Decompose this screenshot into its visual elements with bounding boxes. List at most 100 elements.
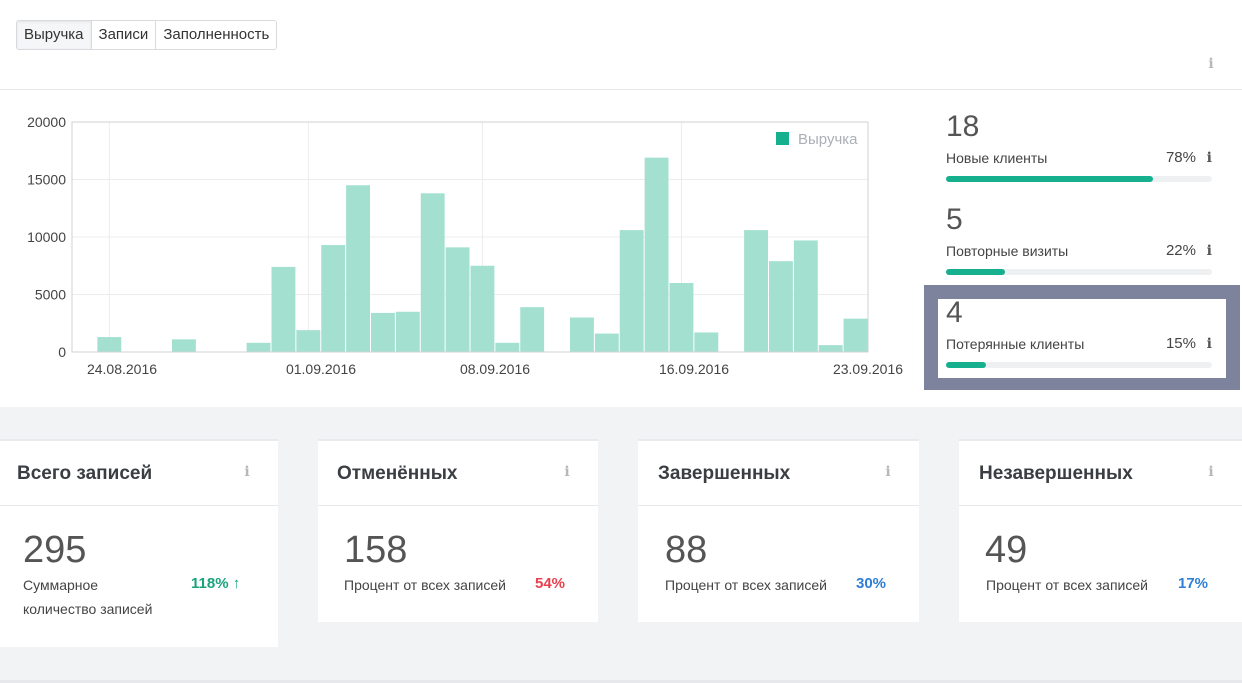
bar	[744, 230, 768, 352]
plot-frame	[71, 121, 869, 353]
progress-fill	[946, 362, 986, 368]
bar	[420, 193, 445, 352]
bar	[669, 283, 694, 352]
info-icon[interactable]: i	[564, 464, 570, 480]
card-value: 295	[23, 529, 87, 571]
arrow-up-icon: ↑	[232, 575, 241, 592]
card-header: Незавершенных i	[959, 441, 1242, 506]
stat-label: Потерянные клиенты	[946, 336, 1085, 352]
card-value: 88	[665, 529, 708, 571]
card-completed: Завершенных i 88 Процент от всех записей…	[638, 441, 919, 622]
card-subtitle-2: количество записей	[23, 601, 153, 617]
info-icon[interactable]: i	[244, 464, 250, 480]
x-tick-label: 08.09.2016	[460, 361, 530, 377]
bar	[470, 265, 495, 352]
card-subtitle: Процент от всех записей	[665, 577, 827, 593]
revenue-panel: Выручка Записи Заполненность i 0 5000 1000…	[0, 0, 1242, 407]
bar	[644, 157, 669, 352]
info-icon[interactable]: i	[885, 464, 891, 480]
bar	[97, 337, 122, 352]
card-header: Всего записей i	[0, 441, 278, 506]
stat-percent: 78%	[1165, 149, 1196, 166]
bar	[321, 245, 346, 352]
stat-percent: 22%	[1165, 242, 1196, 259]
card-percent-value: 118%	[191, 575, 229, 592]
bar	[346, 185, 370, 352]
bar	[495, 342, 520, 352]
stat-value: 4	[946, 296, 963, 329]
bar	[172, 339, 196, 352]
bar	[296, 330, 321, 352]
stat-percent: 15%	[1165, 335, 1196, 352]
legend-label: Выручка	[798, 131, 858, 148]
stat-value: 5	[946, 203, 963, 236]
bar	[371, 312, 395, 352]
info-icon[interactable]: i	[1208, 56, 1214, 72]
info-icon[interactable]: i	[1206, 150, 1212, 166]
progress-fill	[946, 176, 1154, 182]
y-tick-label: 10000	[27, 229, 66, 245]
y-tick-label: 20000	[27, 114, 66, 130]
card-title: Незавершенных	[979, 463, 1133, 484]
card-subtitle: Процент от всех записей	[986, 577, 1148, 593]
y-tick-label: 0	[58, 344, 66, 360]
card-header: Отменённых i	[318, 441, 598, 506]
card-percent: 17%	[1178, 575, 1209, 592]
card-value: 49	[985, 529, 1028, 571]
bar	[793, 240, 818, 352]
bar	[271, 266, 296, 352]
card-percent: 118% ↑	[191, 575, 240, 592]
bar	[818, 345, 843, 352]
stat-new-clients: 18 Новые клиенты 78% i	[946, 110, 1214, 190]
card-total-records: Всего записей i 295 Суммарное количество…	[0, 441, 278, 647]
bar	[445, 247, 470, 352]
bar	[395, 311, 420, 352]
x-tick-label: 24.08.2016	[87, 361, 157, 377]
stat-label: Новые клиенты	[946, 150, 1048, 166]
card-percent: 54%	[535, 575, 566, 592]
card-cancelled: Отменённых i 158 Процент от всех записей…	[318, 441, 598, 622]
bar	[570, 317, 594, 352]
card-title: Всего записей	[17, 463, 153, 484]
tab-revenue[interactable]: Выручка	[17, 21, 91, 49]
x-tick-label: 16.09.2016	[659, 361, 729, 377]
info-icon[interactable]: i	[1206, 243, 1212, 259]
card-subtitle: Процент от всех записей	[344, 577, 506, 593]
bar	[246, 342, 271, 352]
stat-repeat-visits: 5 Повторные визиты 22% i	[946, 203, 1214, 283]
card-title: Завершенных	[658, 463, 791, 484]
bar	[769, 261, 793, 352]
bar	[594, 333, 619, 352]
revenue-chart: 0 5000 10000 15000 20000 24.08.2016 01.09.2016…	[0, 100, 920, 390]
bar	[843, 318, 868, 352]
divider	[0, 89, 1242, 90]
stat-label: Повторные визиты	[946, 243, 1069, 259]
bar	[619, 230, 644, 352]
info-icon[interactable]: i	[1208, 464, 1214, 480]
progress-bar	[946, 176, 1212, 182]
tab-group: Выручка Записи Заполненность	[16, 20, 278, 50]
bar	[694, 332, 719, 352]
x-tick-label: 23.09.2016	[833, 361, 903, 377]
chart-svg: 0 5000 10000 15000 20000 24.08.2016 01.09.2016…	[27, 114, 903, 377]
bar	[520, 307, 545, 352]
tab-occupancy[interactable]: Заполненность	[155, 21, 277, 49]
card-percent: 30%	[856, 575, 887, 592]
stat-value: 18	[946, 110, 980, 143]
progress-fill	[946, 269, 1005, 275]
stat-lost-clients: 4 Потерянные клиенты 15% i	[946, 296, 1214, 376]
card-subtitle-1: Суммарное	[23, 577, 99, 593]
x-tick-label: 01.09.2016	[286, 361, 356, 377]
tab-records[interactable]: Записи	[90, 21, 156, 49]
progress-bar	[946, 269, 1212, 275]
card-incomplete: Незавершенных i 49 Процент от всех запис…	[959, 441, 1242, 622]
y-tick-label: 15000	[27, 172, 66, 188]
card-title: Отменённых	[337, 463, 458, 484]
legend-swatch	[774, 130, 791, 147]
progress-bar	[946, 362, 1212, 368]
card-header: Завершенных i	[638, 441, 919, 506]
card-value: 158	[344, 529, 408, 571]
info-icon[interactable]: i	[1206, 336, 1212, 352]
y-tick-label: 5000	[35, 287, 66, 303]
bottom-divider	[0, 680, 1242, 683]
